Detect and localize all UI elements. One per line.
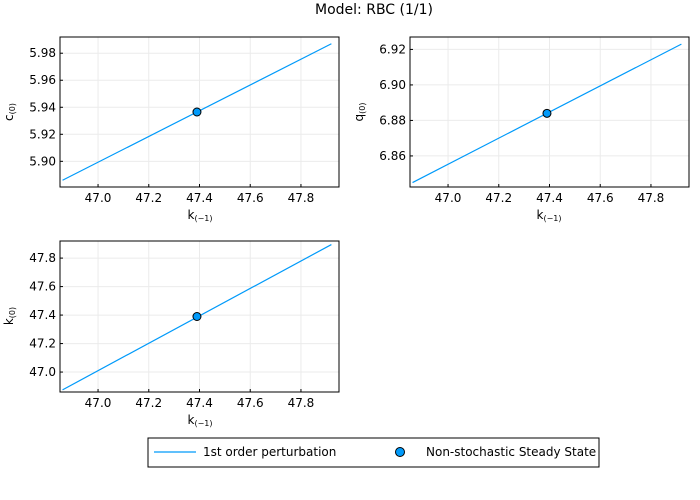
y-tick-label: 6.88 [379,113,406,127]
x-tick-label: 47.2 [135,396,162,410]
x-tick-label: 47.0 [435,191,462,205]
steady-state-marker [542,108,552,118]
y-tick-label: 5.98 [29,46,56,60]
x-tick-label: 47.6 [237,191,264,205]
x-axis-label: k(−1) [188,208,213,223]
x-tick-label: 47.8 [288,396,315,410]
x-tick-label: 47.8 [288,191,315,205]
legend-label-perturbation: 1st order perturbation [203,445,336,459]
steady-state-marker [192,107,202,117]
y-tick-label: 6.90 [379,78,406,92]
x-tick-label: 47.4 [186,191,213,205]
x-axis-label: k(−1) [537,208,562,223]
y-tick-label: 47.6 [29,280,56,294]
figure-title: Model: RBC (1/1) [315,2,433,18]
y-axis-label: k(0) [2,307,17,325]
panel-q: 47.0 47.2 47.4 47.6 47.8 6.86 6.88 6.90 6.92 k(−1… [352,36,690,223]
y-axis-label: c(0) [2,103,17,121]
y-tick-label: 6.92 [379,42,406,56]
x-tick-label: 47.8 [638,191,665,205]
panel-c: 47.0 47.2 47.4 47.6 47.8 5.90 5.92 5.94 5.96 5.98… [2,36,340,223]
x-tick-label: 47.4 [186,396,213,410]
x-tick-label: 47.2 [135,191,162,205]
x-tick-label: 47.4 [536,191,563,205]
y-tick-label: 5.92 [29,127,56,141]
x-tick-label: 47.6 [587,191,614,205]
legend: 1st order perturbation Non-stochastic St… [147,437,600,468]
y-tick-label: 47.8 [29,251,56,265]
y-axis-label: q(0) [352,103,367,122]
legend-box [147,437,600,468]
y-tick-label: 47.0 [29,365,56,379]
legend-label-steady-state: Non-stochastic Steady State [426,445,596,459]
x-tick-label: 47.6 [237,396,264,410]
y-tick-label: 5.90 [29,154,56,168]
x-axis-label: k(−1) [188,413,213,428]
y-tick-label: 47.4 [29,308,56,322]
panel-k: 47.0 47.2 47.4 47.6 47.8 47.0 47.2 47.4 47.6 47.8… [2,240,340,428]
y-tick-label: 5.96 [29,73,56,87]
y-tick-label: 47.2 [29,337,56,351]
y-tick-label: 5.94 [29,100,56,114]
x-tick-label: 47.0 [85,396,112,410]
y-tick-label: 6.86 [379,149,406,163]
x-tick-label: 47.2 [485,191,512,205]
x-tick-label: 47.0 [85,191,112,205]
legend-marker-swatch [395,447,405,457]
steady-state-marker [192,312,202,321]
